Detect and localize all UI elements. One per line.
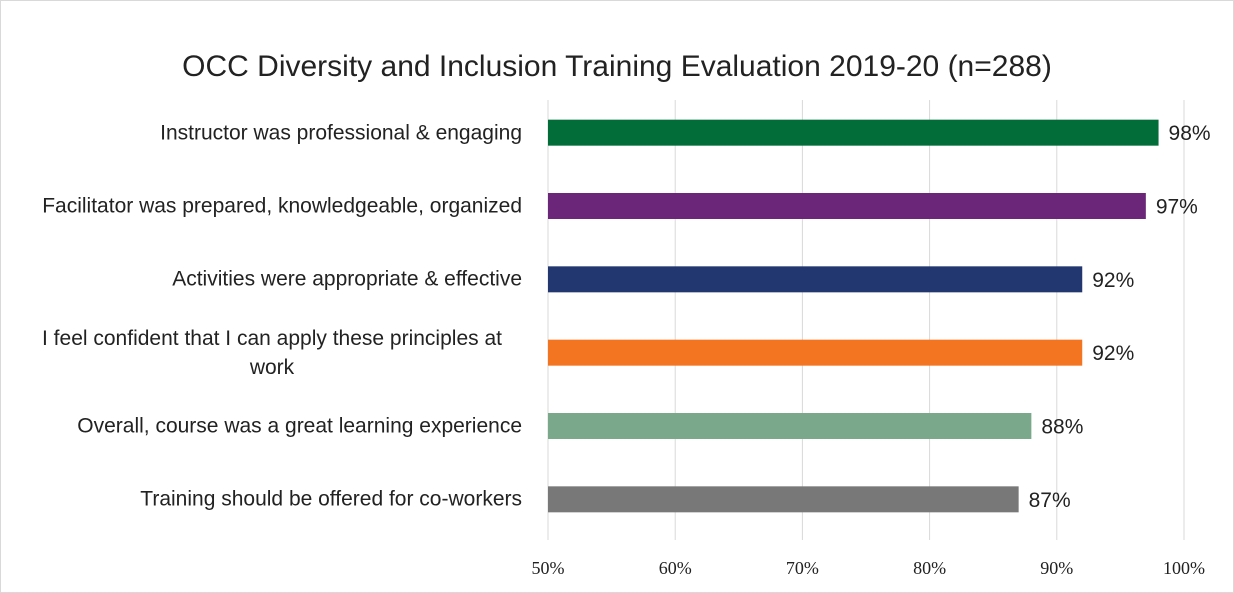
- y-tick-label: I feel confident that I can apply these …: [42, 326, 502, 379]
- bar: [548, 193, 1146, 219]
- y-tick-label: Instructor was professional & engaging: [160, 121, 522, 145]
- x-tick-label: 100%: [1163, 558, 1205, 578]
- value-label: 98%: [1169, 122, 1211, 145]
- value-label: 87%: [1029, 489, 1071, 512]
- bar: [548, 486, 1019, 513]
- value-label: 92%: [1092, 342, 1134, 365]
- y-tick-label: Activities were appropriate & effective: [172, 267, 522, 291]
- x-tick-label: 60%: [659, 558, 692, 578]
- x-tick-label: 70%: [786, 558, 819, 578]
- bar: [548, 413, 1032, 439]
- bar: [548, 119, 1159, 146]
- bar: [548, 266, 1083, 293]
- bar: [548, 339, 1083, 366]
- x-tick-label: 80%: [913, 558, 946, 578]
- x-tick-label: 50%: [532, 558, 565, 578]
- y-tick-label: Training should be offered for co-worker…: [140, 487, 522, 511]
- value-label: 88%: [1041, 416, 1083, 439]
- y-tick-label: Overall, course was a great learning exp…: [77, 414, 522, 438]
- value-label: 92%: [1092, 269, 1134, 292]
- value-label: 97%: [1156, 196, 1198, 219]
- x-tick-label: 90%: [1040, 558, 1073, 578]
- chart-title: OCC Diversity and Inclusion Training Eva…: [182, 50, 1052, 83]
- y-tick-label: Facilitator was prepared, knowledgeable,…: [42, 194, 522, 218]
